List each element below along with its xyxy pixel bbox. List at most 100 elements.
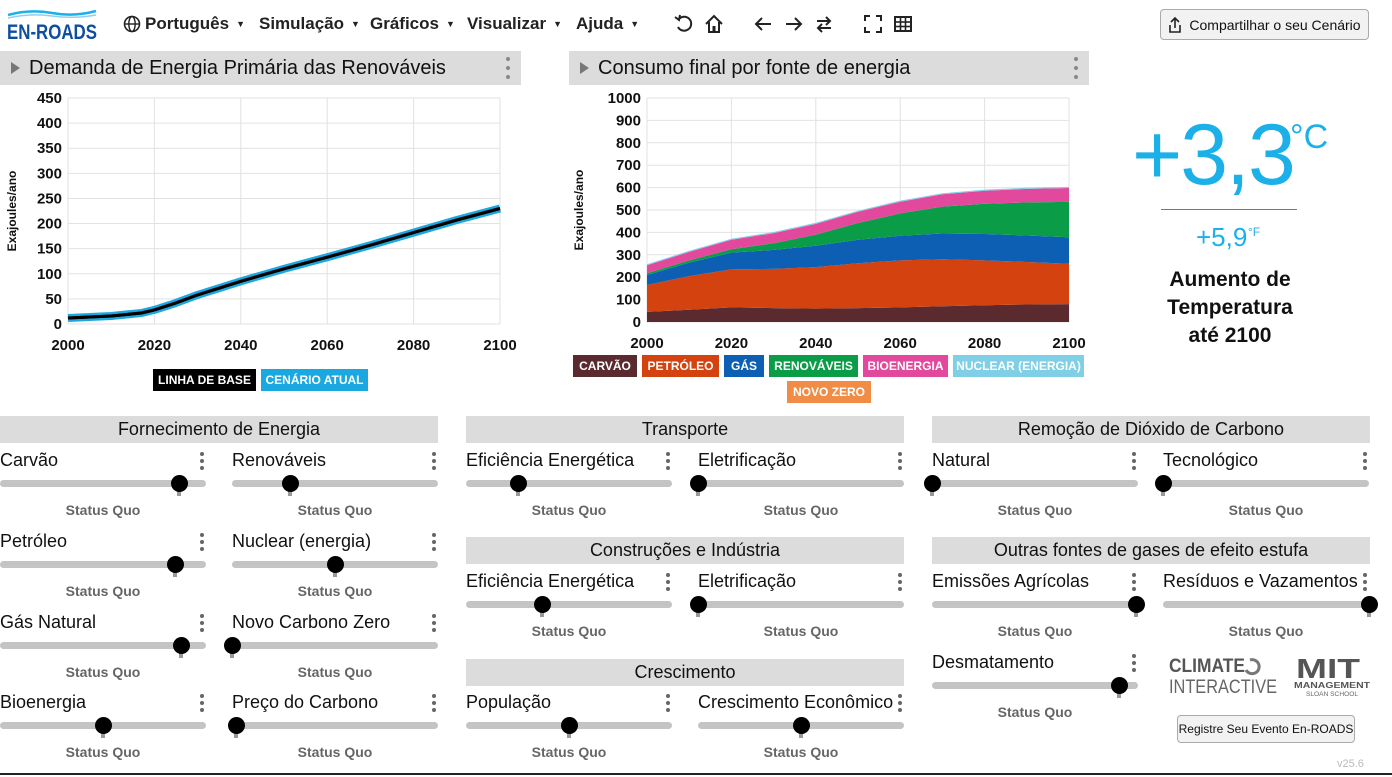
- slider-menu-icon[interactable]: [666, 694, 670, 712]
- compare-arrows-icon[interactable]: [813, 13, 835, 35]
- expand-triangle-icon[interactable]: [11, 62, 20, 74]
- slider-menu-icon[interactable]: [432, 614, 436, 632]
- fullscreen-icon[interactable]: [862, 13, 884, 35]
- slider-menu-icon[interactable]: [898, 452, 902, 470]
- slider-track[interactable]: [1163, 601, 1369, 608]
- slider-menu-icon[interactable]: [200, 614, 204, 632]
- undo-icon[interactable]: [673, 13, 695, 35]
- climate-interactive-logo[interactable]: CLIMATE INTERACTIVE: [1166, 652, 1280, 698]
- table-grid-icon[interactable]: [892, 13, 914, 35]
- slider-thumb[interactable]: [793, 717, 810, 734]
- slider-res-duos-e-vazamentos[interactable]: Resíduos e Vazamentos Status Quo: [1163, 571, 1378, 651]
- legend-new-zero[interactable]: NOVO ZERO: [787, 381, 871, 403]
- slider-nuclear-energia-[interactable]: Nuclear (energia) Status Quo: [232, 531, 438, 611]
- graph-right-header[interactable]: Consumo final por fonte de energia: [569, 51, 1089, 85]
- slider-tecnol-gico[interactable]: Tecnológico Status Quo: [1155, 450, 1369, 530]
- slider-eletrifica-o[interactable]: Eletrificação Status Quo: [690, 571, 904, 651]
- slider-popula-o[interactable]: População Status Quo: [466, 692, 672, 772]
- legend-nuclear[interactable]: NUCLEAR (ENERGIA): [953, 355, 1084, 377]
- slider-thumb[interactable]: [534, 596, 551, 613]
- expand-triangle-icon[interactable]: [580, 62, 589, 74]
- slider-novo-carbono-zero[interactable]: Novo Carbono Zero Status Quo: [224, 612, 438, 692]
- slider-eletrifica-o[interactable]: Eletrificação Status Quo: [690, 450, 904, 530]
- slider-track[interactable]: [466, 480, 672, 487]
- temperature-celsius[interactable]: +3,3: [1132, 107, 1296, 203]
- slider-track[interactable]: [698, 601, 904, 608]
- slider-thumb[interactable]: [228, 717, 245, 734]
- slider-menu-icon[interactable]: [666, 573, 670, 591]
- slider-menu-icon[interactable]: [1132, 452, 1136, 470]
- slider-track[interactable]: [232, 642, 438, 649]
- graph-right-menu-icon[interactable]: [1073, 57, 1079, 79]
- slider-menu-icon[interactable]: [1132, 654, 1136, 672]
- slider-emiss-es-agr-colas[interactable]: Emissões Agrícolas Status Quo: [932, 571, 1145, 651]
- slider-thumb[interactable]: [327, 556, 344, 573]
- legend-gas[interactable]: GÁS: [724, 355, 764, 377]
- slider-track[interactable]: [466, 601, 672, 608]
- menu-help[interactable]: Ajuda ▼: [576, 14, 639, 34]
- slider-track[interactable]: [932, 601, 1138, 608]
- mit-sloan-logo[interactable]: MIT MANAGEMENT SLOAN SCHOOL: [1292, 652, 1372, 698]
- menu-graphs[interactable]: Gráficos ▼: [370, 14, 455, 34]
- share-scenario-button[interactable]: Compartilhar o seu Cenário: [1160, 9, 1369, 40]
- slider-thumb[interactable]: [1155, 475, 1172, 492]
- slider-track[interactable]: [698, 480, 904, 487]
- slider-menu-icon[interactable]: [200, 694, 204, 712]
- slider-menu-icon[interactable]: [898, 694, 902, 712]
- slider-track[interactable]: [0, 480, 206, 487]
- slider-natural[interactable]: Natural Status Quo: [924, 450, 1138, 530]
- slider-petr-leo[interactable]: Petróleo Status Quo: [0, 531, 206, 611]
- graph-left-header[interactable]: Demanda de Energia Primária das Renováve…: [0, 51, 521, 85]
- graph-left-menu-icon[interactable]: [505, 57, 511, 79]
- slider-thumb[interactable]: [1111, 677, 1128, 694]
- slider-desmatamento[interactable]: Desmatamento Status Quo: [932, 652, 1138, 732]
- slider-track[interactable]: [932, 682, 1138, 689]
- slider-thumb[interactable]: [1361, 596, 1378, 613]
- slider-thumb[interactable]: [1128, 596, 1145, 613]
- slider-thumb[interactable]: [224, 637, 241, 654]
- slider-g-s-natural[interactable]: Gás Natural Status Quo: [0, 612, 206, 692]
- slider-menu-icon[interactable]: [200, 452, 204, 470]
- slider-efici-ncia-energ-tica[interactable]: Eficiência Energética Status Quo: [466, 571, 672, 651]
- legend-oil[interactable]: PETRÓLEO: [642, 355, 719, 377]
- register-event-button[interactable]: Registre Seu Evento En-ROADS: [1177, 715, 1355, 743]
- legend-coal[interactable]: CARVÃO: [573, 355, 637, 377]
- menu-language[interactable]: Português ▼: [123, 14, 245, 34]
- slider-menu-icon[interactable]: [1363, 573, 1367, 591]
- back-arrow-icon[interactable]: [752, 13, 774, 35]
- slider-thumb[interactable]: [173, 637, 190, 654]
- slider-menu-icon[interactable]: [666, 452, 670, 470]
- menu-simulation[interactable]: Simulação ▼: [259, 14, 360, 34]
- slider-thumb[interactable]: [167, 556, 184, 573]
- slider-thumb[interactable]: [690, 596, 707, 613]
- legend-bioenergy[interactable]: BIOENERGIA: [863, 355, 948, 377]
- legend-baseline[interactable]: LINHA DE BASE: [153, 369, 256, 391]
- slider-crescimento-econ-mico[interactable]: Crescimento Econômico Status Quo: [698, 692, 904, 772]
- slider-track[interactable]: [932, 480, 1138, 487]
- home-icon[interactable]: [703, 13, 725, 35]
- slider-thumb[interactable]: [171, 475, 188, 492]
- menu-view[interactable]: Visualizar ▼: [467, 14, 562, 34]
- slider-thumb[interactable]: [690, 475, 707, 492]
- slider-bioenergia[interactable]: Bioenergia Status Quo: [0, 692, 206, 772]
- slider-pre-o-do-carbono[interactable]: Preço do Carbono Status Quo: [228, 692, 438, 772]
- forward-arrow-icon[interactable]: [783, 13, 805, 35]
- slider-renov-veis[interactable]: Renováveis Status Quo: [232, 450, 438, 530]
- slider-menu-icon[interactable]: [1132, 573, 1136, 591]
- slider-thumb[interactable]: [561, 717, 578, 734]
- slider-efici-ncia-energ-tica[interactable]: Eficiência Energética Status Quo: [466, 450, 672, 530]
- slider-track[interactable]: [0, 642, 206, 649]
- slider-menu-icon[interactable]: [1363, 452, 1367, 470]
- slider-thumb[interactable]: [282, 475, 299, 492]
- slider-track[interactable]: [1163, 480, 1369, 487]
- slider-menu-icon[interactable]: [432, 533, 436, 551]
- slider-menu-icon[interactable]: [432, 452, 436, 470]
- slider-thumb[interactable]: [924, 475, 941, 492]
- legend-current-scenario[interactable]: CENÁRIO ATUAL: [261, 369, 368, 391]
- slider-track[interactable]: [232, 480, 438, 487]
- slider-thumb[interactable]: [95, 717, 112, 734]
- slider-track[interactable]: [0, 561, 206, 568]
- slider-thumb[interactable]: [510, 475, 527, 492]
- slider-menu-icon[interactable]: [898, 573, 902, 591]
- slider-track[interactable]: [232, 722, 438, 729]
